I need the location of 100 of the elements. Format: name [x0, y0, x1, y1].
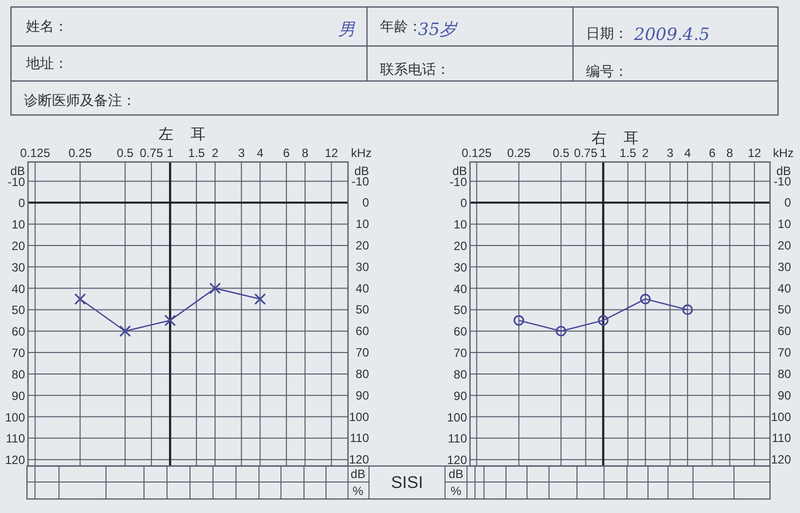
x-tick-label: 6: [283, 146, 290, 160]
x-tick-label: 0.125: [20, 146, 50, 160]
y-tick-label: 30: [12, 260, 26, 274]
chart-title: 左 耳: [158, 125, 212, 143]
y2-tick-label: 120: [770, 452, 792, 467]
point: [682, 304, 693, 316]
y2-tick-label: 120: [348, 452, 370, 467]
x-tick-label: 8: [302, 146, 309, 160]
y2-tick-label: 90: [356, 388, 370, 402]
x-tick-label: 4: [684, 146, 692, 160]
y2-tick-label: 20: [356, 238, 370, 252]
text: 日期：: [586, 26, 628, 42]
x-tick-label: 8: [726, 146, 734, 160]
y-tick-label: 30: [454, 260, 468, 274]
y-tick-label: 20: [454, 238, 468, 253]
x-tick-label: 1.5: [188, 146, 206, 160]
y2-tick-label: 40: [356, 281, 370, 296]
y2-tick-label: 90: [778, 388, 792, 402]
x-tick-label: 0.25: [507, 146, 531, 160]
y2-tick-label: 100: [770, 410, 792, 424]
y2-tick-label: 50: [356, 302, 370, 317]
text: 地址：: [25, 56, 68, 72]
y2-tick-label: 10: [356, 217, 370, 232]
y-tick-label: 60: [454, 324, 468, 339]
text: 姓名：: [26, 19, 68, 35]
y2-tick-label: 100: [348, 410, 370, 424]
x-tick-label: 1: [600, 146, 607, 160]
y2-tick-label: 10: [778, 217, 792, 232]
y2-tick-label: 30: [778, 260, 792, 274]
y2-tick-label: 0: [784, 196, 792, 210]
y2-tick-label: 70: [356, 346, 370, 360]
text: SISI: [390, 473, 424, 492]
x-axis-title: kHz: [773, 146, 794, 160]
y-tick-label: 50: [454, 303, 468, 318]
y2-tick-label: 60: [356, 324, 370, 338]
x-tick-label: 6: [708, 146, 716, 160]
x-tick-label: 0.25: [68, 146, 92, 160]
x-tick-label: 3: [666, 146, 674, 160]
point: [209, 282, 221, 294]
text: 2009.4.5: [633, 25, 710, 45]
point: [119, 325, 131, 337]
text: %: [450, 484, 462, 498]
y-tick-label: 20: [12, 238, 26, 253]
x-tick-label: 0.125: [462, 146, 492, 160]
text: dB: [448, 467, 464, 481]
text: 诊断医师及备注：: [24, 93, 136, 109]
y2-tick-label: 50: [778, 302, 792, 317]
y-tick-label: 80: [12, 367, 26, 382]
y2-tick-label: 0: [362, 196, 370, 210]
x-tick-label: 0.75: [574, 146, 598, 160]
y-tick-label: 0: [460, 196, 468, 210]
y-tick-label: 10: [454, 218, 468, 232]
x-tick-label: 12: [748, 146, 762, 160]
x-tick-label: 4: [256, 146, 264, 160]
y-tick-label: 0: [18, 196, 26, 210]
y2-tick-label: 30: [356, 260, 370, 274]
y-tick-label: 110: [448, 432, 468, 446]
y-tick-label: 120: [446, 453, 468, 468]
y-tick-label: 60: [12, 324, 26, 339]
text: 男: [338, 20, 356, 40]
point: [254, 293, 266, 305]
y-tick-label: 90: [454, 388, 468, 403]
x-tick-label: 0.5: [552, 146, 570, 160]
text: %: [352, 484, 364, 498]
y-tick-label: 70: [454, 346, 468, 360]
y-tick-label: 70: [12, 346, 26, 360]
text: dB: [350, 467, 366, 481]
y2-tick-label: 110: [772, 431, 792, 446]
x-tick-label: 2: [642, 146, 650, 160]
y-tick-label: 90: [12, 388, 26, 403]
x-tick-label: 3: [238, 146, 246, 160]
x-tick-label: 2: [212, 146, 219, 160]
y-tick-label: 10: [12, 218, 26, 232]
y2-tick-label: 20: [778, 238, 792, 252]
point: [74, 293, 86, 305]
chart-title: 右 耳: [592, 129, 644, 147]
point: [640, 294, 651, 304]
x-axis-title: kHz: [351, 146, 372, 160]
y2-tick-label: 60: [778, 324, 792, 338]
x-tick-label: 1.5: [620, 146, 637, 160]
point: [598, 315, 609, 326]
y2-tick-label: 40: [778, 281, 792, 296]
point: [164, 314, 176, 326]
y-tick-label: 110: [6, 432, 26, 446]
x-tick-label: 1: [166, 146, 174, 160]
y2-tick-label: 80: [778, 366, 792, 381]
y-tick-label: 40: [12, 282, 26, 296]
x-tick-label: 0.5: [116, 146, 134, 160]
y-tick-label: 120: [4, 453, 26, 468]
y-tick-label: 100: [446, 410, 468, 424]
y2-tick-label: 80: [356, 366, 370, 381]
y2-tick-label: 70: [778, 346, 792, 360]
y2-tick-label: 110: [350, 431, 370, 446]
y-tick-label: 40: [454, 282, 468, 296]
text: 联系电话：: [380, 62, 450, 78]
y-tick-label: 100: [4, 410, 26, 424]
point: [556, 326, 566, 336]
y-tick-label: 80: [454, 367, 468, 382]
point: [514, 315, 524, 326]
x-tick-label: 0.75: [140, 146, 164, 160]
